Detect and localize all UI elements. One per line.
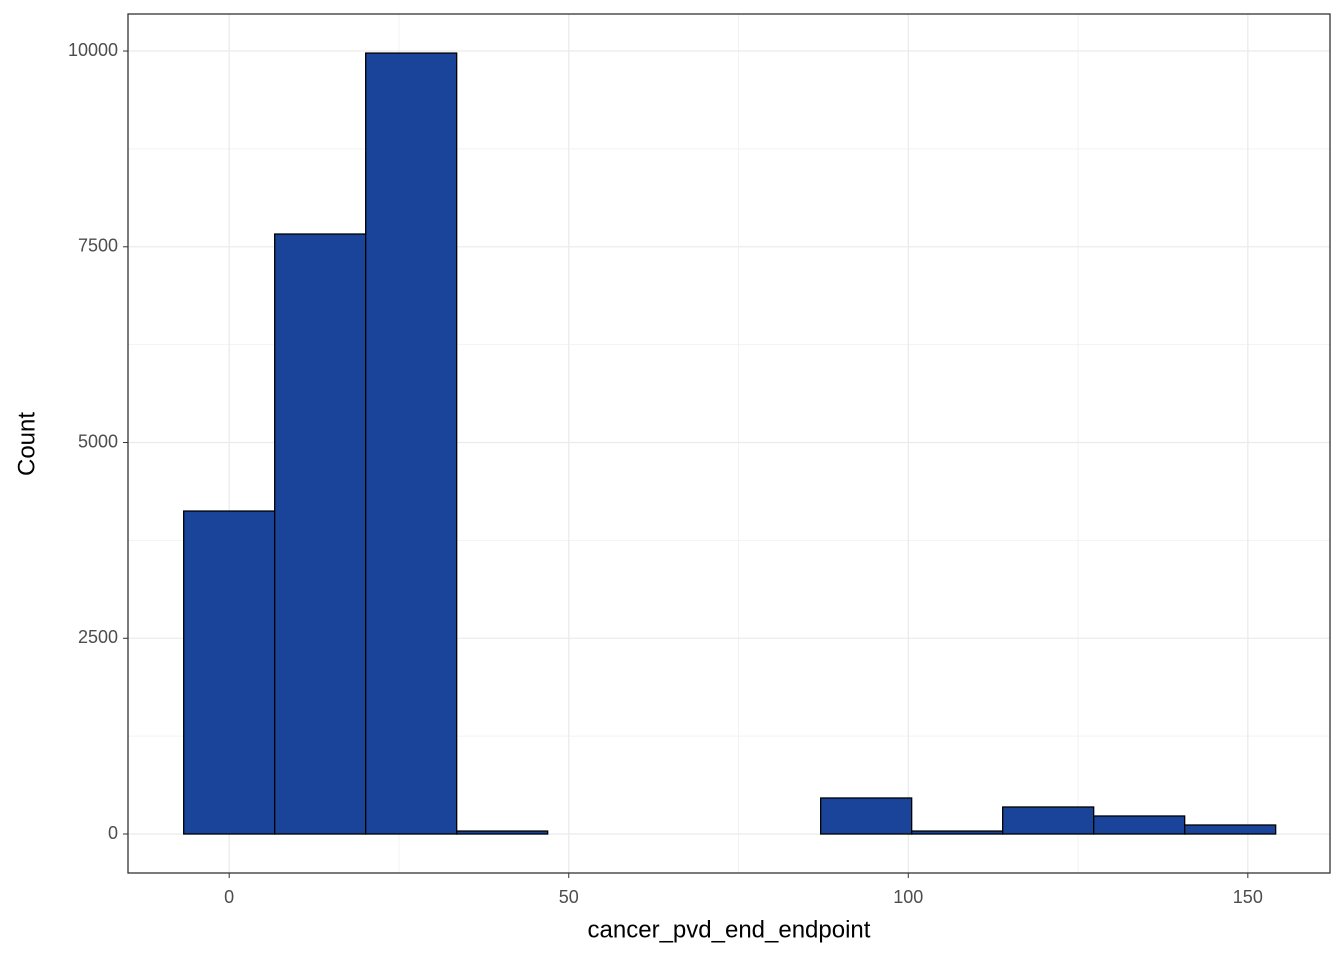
histogram-bar bbox=[1093, 815, 1186, 835]
histogram-bar bbox=[274, 233, 367, 835]
histogram-bar bbox=[183, 510, 276, 835]
histogram-bar bbox=[911, 830, 1004, 835]
plot-border bbox=[127, 13, 1331, 874]
x-tick-label: 0 bbox=[224, 887, 234, 907]
y-tick-label: 7500 bbox=[78, 236, 118, 256]
x-axis-title: cancer_pvd_end_endpoint bbox=[588, 916, 871, 943]
histogram-bar bbox=[1002, 806, 1095, 835]
histogram-bar bbox=[820, 797, 913, 835]
histogram-bar bbox=[1184, 824, 1277, 835]
histogram-bar bbox=[365, 52, 458, 835]
x-tick-label: 150 bbox=[1233, 887, 1263, 907]
histogram-bar bbox=[456, 830, 549, 835]
y-tick-label: 2500 bbox=[78, 627, 118, 647]
y-tick-label: 10000 bbox=[68, 40, 118, 60]
y-tick-label: 5000 bbox=[78, 431, 118, 451]
x-tick-label: 100 bbox=[893, 887, 923, 907]
y-axis-title: Count bbox=[13, 412, 40, 476]
y-tick-label: 0 bbox=[108, 823, 118, 843]
x-tick-label: 50 bbox=[559, 887, 579, 907]
